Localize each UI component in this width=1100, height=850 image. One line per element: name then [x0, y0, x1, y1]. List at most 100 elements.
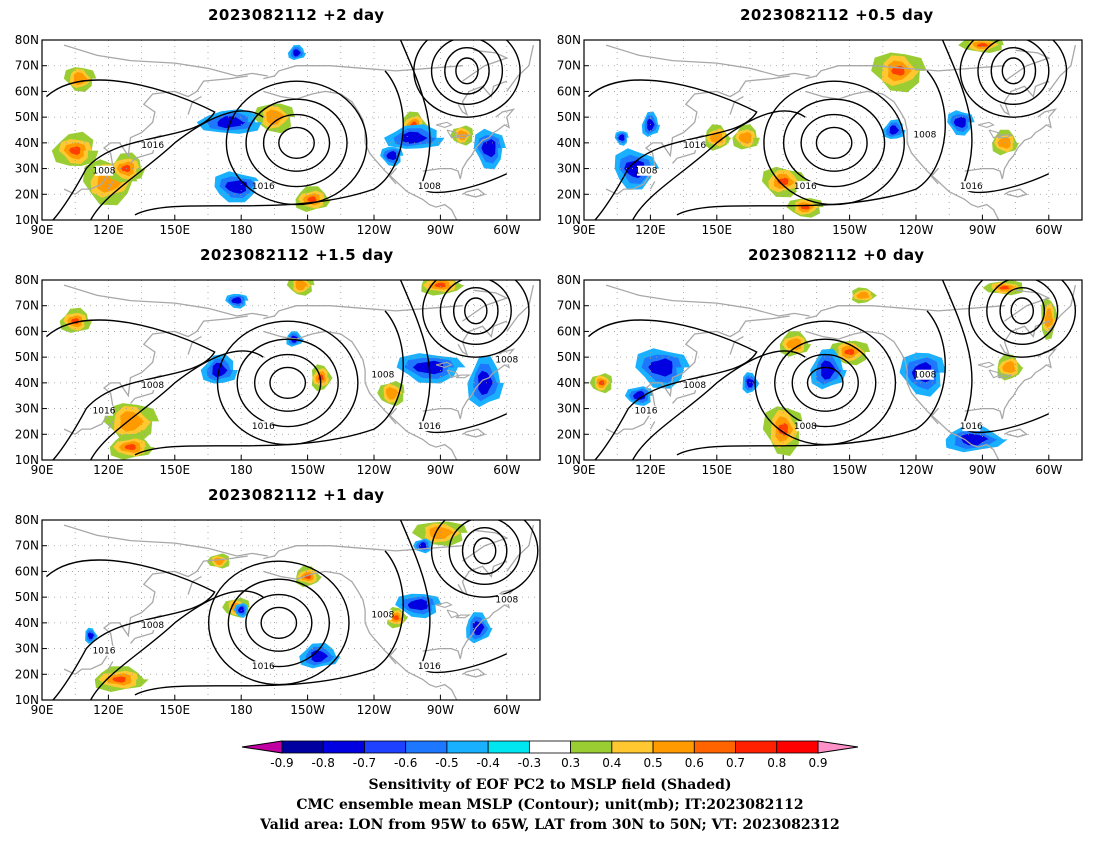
lat-tick-label: 10N — [15, 213, 39, 227]
coastline — [107, 661, 114, 670]
coastline — [263, 65, 463, 80]
pressure-contour — [968, 280, 1077, 358]
pressure-contour — [45, 79, 216, 220]
lat-tick-label: 10N — [557, 213, 581, 227]
colorbar-label: -0.7 — [353, 756, 376, 770]
contour-label: 1016 — [93, 647, 116, 657]
negative-sensitivity-peak — [889, 125, 900, 135]
contour-label-bg — [94, 165, 113, 176]
colorbar-segment — [322, 740, 365, 754]
coastline — [388, 408, 397, 425]
contour-label-bg — [796, 181, 815, 192]
contour-label: 1008 — [371, 371, 394, 381]
lat-tick-label: 80N — [15, 33, 39, 47]
contour-label: 1016 — [960, 182, 983, 192]
contour-label-bg — [636, 165, 655, 176]
lon-tick-label: 150W — [290, 223, 325, 237]
contour-label: 1008 — [141, 381, 164, 391]
colorbar-segment — [528, 740, 572, 754]
lat-tick-label: 30N — [15, 402, 39, 416]
pressure-contour — [134, 70, 404, 216]
lake-outline — [988, 369, 1002, 379]
lat-tick-label: 70N — [557, 59, 581, 73]
contour-label: 1008 — [371, 611, 394, 621]
coastline — [263, 305, 463, 320]
lon-tick-label: 150W — [290, 703, 325, 717]
coastline — [457, 560, 508, 597]
lat-tick-label: 60N — [15, 324, 39, 338]
coastline — [63, 284, 268, 317]
lat-tick-label: 70N — [15, 299, 39, 313]
coastline — [605, 75, 790, 196]
lon-tick-label: 60W — [493, 463, 520, 477]
lon-tick-label: 120E — [93, 223, 124, 237]
contour-label: 1008 — [913, 131, 936, 141]
coastline — [805, 330, 1000, 460]
positive-sensitivity-peak — [856, 291, 870, 299]
pressure-contour — [461, 527, 508, 575]
contour-label-bg — [143, 380, 162, 390]
pressure-contour — [227, 578, 331, 668]
coastline — [388, 168, 397, 185]
contour-label: 1008 — [794, 422, 817, 432]
map-frame — [583, 279, 1083, 461]
lon-tick-label: 120E — [93, 463, 124, 477]
pressure-contour — [253, 353, 322, 412]
lat-tick-label: 20N — [15, 187, 39, 201]
lat-tick-label: 80N — [557, 273, 581, 287]
contour-label: 1016 — [960, 422, 983, 432]
negative-sensitivity-peak — [87, 632, 94, 640]
contour-label-bg — [420, 181, 439, 192]
coastline — [63, 75, 248, 196]
contour-label: 1008 — [495, 355, 518, 365]
lat-tick-label: 70N — [15, 539, 39, 553]
lat-tick-label: 40N — [15, 616, 39, 630]
lat-tick-label: 30N — [15, 162, 39, 176]
contour-label: 1016 — [252, 662, 275, 672]
positive-sensitivity-peak — [1044, 308, 1054, 328]
lon-tick-label: 90W — [427, 223, 454, 237]
positive-sensitivity-max — [121, 164, 131, 173]
lat-tick-label: 10N — [15, 453, 39, 467]
pressure-contour — [1010, 297, 1035, 325]
contour-label: 1008 — [141, 621, 164, 631]
panel-title-p05: 2023082112 +0.5 day — [740, 6, 934, 24]
positive-sensitivity-max — [124, 443, 136, 451]
pressure-contour — [245, 98, 348, 188]
lake-outline — [435, 121, 453, 128]
contour-label-bg — [143, 140, 162, 150]
pressure-contour — [278, 126, 315, 159]
pressure-contour — [472, 537, 497, 565]
negative-sensitivity-peak — [412, 360, 444, 375]
negative-sensitivity-peak — [481, 139, 496, 158]
coastline — [63, 44, 268, 77]
pressure-contour — [959, 40, 1068, 118]
colorbar-label: -0.6 — [394, 756, 417, 770]
coastline — [63, 315, 248, 436]
pressure-contour — [134, 550, 404, 696]
lat-tick-label: 60N — [557, 84, 581, 98]
lat-tick-label: 80N — [557, 33, 581, 47]
lat-tick-label: 20N — [15, 427, 39, 441]
colorbar-label: -0.4 — [476, 756, 499, 770]
lon-tick-label: 150E — [160, 463, 191, 477]
negative-sensitivity-peak — [953, 116, 966, 128]
lat-tick-label: 60N — [557, 324, 581, 338]
contour-label: 1016 — [683, 141, 706, 151]
negative-sensitivity-peak — [407, 599, 428, 611]
colorbar-label: 0.5 — [644, 756, 663, 770]
coastline — [263, 90, 458, 220]
lat-tick-label: 30N — [15, 642, 39, 656]
lat-tick-label: 40N — [15, 136, 39, 150]
positive-sensitivity-peak — [738, 131, 752, 144]
coastline — [263, 330, 458, 460]
pressure-contour — [455, 57, 479, 85]
negative-sensitivity-peak — [217, 116, 246, 129]
map-panel-p15: 1008 1016 1016 1016 1008 1008 80N 70N 60N 50N 40N 3… — [15, 273, 541, 477]
caption-line-3: Valid area: LON from 95W to 65W, LAT fro… — [260, 817, 840, 833]
contour-label-bg — [254, 661, 273, 672]
pressure-contour — [448, 520, 521, 585]
negative-sensitivity-peak — [231, 297, 242, 304]
coastline — [506, 284, 535, 332]
contour-label-bg — [254, 181, 273, 192]
